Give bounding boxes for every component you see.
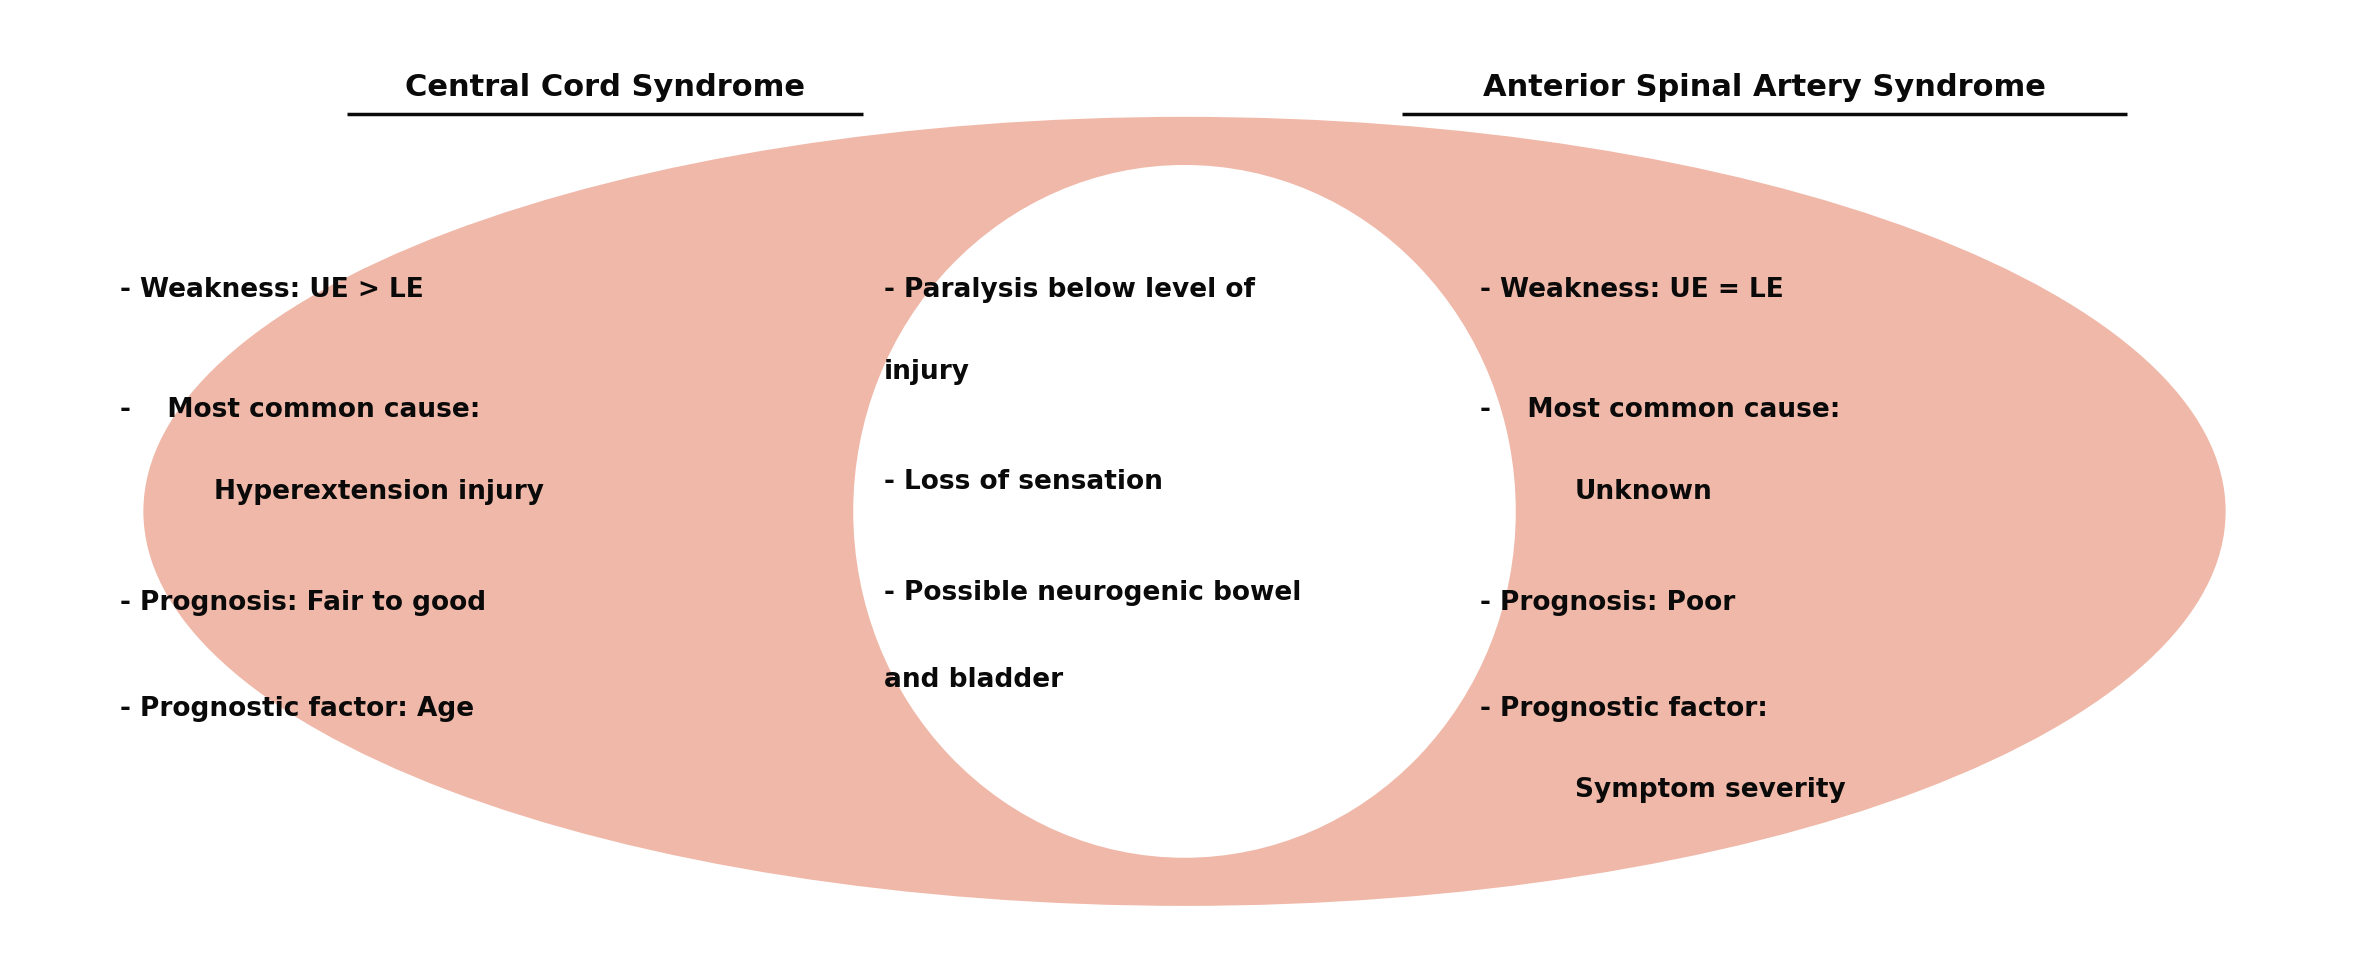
Text: Unknown: Unknown [1575,479,1713,505]
Text: - Prognosis: Poor: - Prognosis: Poor [1481,590,1736,616]
Text: Symptom severity: Symptom severity [1575,778,1845,804]
Text: Central Cord Syndrome: Central Cord Syndrome [405,73,805,102]
Text: -    Most common cause:: - Most common cause: [121,398,481,424]
Text: - Prognostic factor:: - Prognostic factor: [1481,696,1767,722]
Text: -    Most common cause:: - Most common cause: [1481,398,1841,424]
Text: - Weakness: UE > LE: - Weakness: UE > LE [121,277,424,303]
Text: and bladder: and bladder [884,667,1064,693]
Text: - Prognostic factor: Age: - Prognostic factor: Age [121,696,474,722]
Ellipse shape [853,165,1516,858]
Text: - Weakness: UE = LE: - Weakness: UE = LE [1481,277,1784,303]
Text: Anterior Spinal Artery Syndrome: Anterior Spinal Artery Syndrome [1483,73,2047,102]
Text: - Paralysis below level of: - Paralysis below level of [884,277,1256,303]
Text: - Possible neurogenic bowel: - Possible neurogenic bowel [884,580,1301,606]
Text: Hyperextension injury: Hyperextension injury [213,479,545,505]
Text: injury: injury [884,359,969,385]
Ellipse shape [145,117,2224,906]
Text: - Loss of sensation: - Loss of sensation [884,470,1163,495]
Text: - Prognosis: Fair to good: - Prognosis: Fair to good [121,590,486,616]
